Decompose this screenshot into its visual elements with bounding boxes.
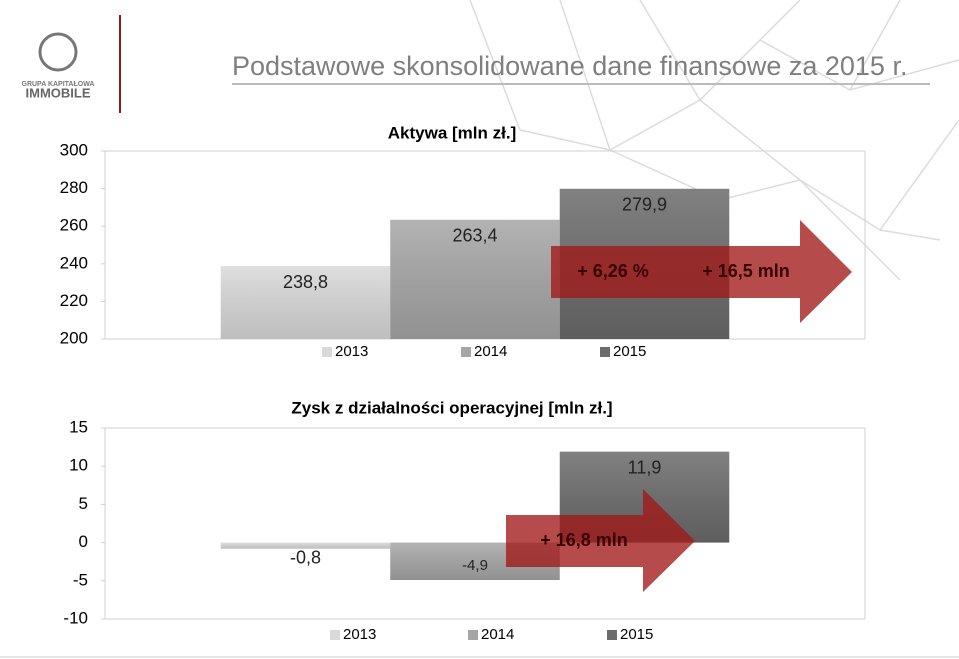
legend-swatch [468, 630, 478, 640]
y-tick-label: 260 [60, 216, 88, 235]
bar-sheen [390, 219, 560, 339]
annotation: + 6,26 % [577, 261, 649, 281]
value-label: -0,8 [290, 547, 321, 567]
legend-label: 2014 [481, 626, 514, 643]
chart-title: Zysk z działalności operacyjnej [mln zł.… [291, 398, 612, 417]
y-tick-label: 280 [60, 178, 88, 197]
chart-title: Aktywa [mln zł.] [388, 123, 516, 142]
legend-label: 2013 [343, 626, 376, 643]
legend-label: 2015 [620, 626, 653, 643]
logo: GRUPA KAPITAŁOWA IMMOBILE [22, 32, 95, 100]
logo-bottom: IMMOBILE [26, 85, 91, 100]
legend-label: 2015 [613, 343, 646, 360]
legend-swatch [607, 630, 617, 640]
background-network [469, 0, 959, 281]
legend-label: 2014 [474, 343, 507, 360]
y-tick-label: 0 [79, 532, 88, 551]
y-tick-label: 300 [60, 140, 88, 159]
y-tick-label: 240 [60, 253, 88, 272]
bar-sheen [220, 266, 391, 339]
legend-swatch [322, 347, 332, 357]
arrow [551, 220, 852, 323]
y-tick-label: -10 [63, 608, 88, 627]
y-tick-label: 5 [79, 494, 88, 513]
y-tick-label: 200 [60, 328, 88, 347]
annotation: + 16,5 mln [702, 261, 790, 281]
y-tick-label: 10 [69, 456, 88, 475]
legend-swatch [330, 630, 340, 640]
legend-swatch [600, 347, 610, 357]
y-tick-label: -5 [73, 570, 88, 589]
y-tick-label: 15 [69, 417, 88, 436]
arrow [506, 489, 695, 592]
slide-title: Podstawowe skonsolidowane dane finansowe… [232, 51, 907, 81]
bar-sheen [220, 542, 391, 549]
legend-swatch [461, 347, 471, 357]
value-label: 279,9 [622, 195, 667, 215]
y-tick-label: 220 [60, 291, 88, 310]
legend-label: 2013 [335, 343, 368, 360]
value-label: 11,9 [628, 457, 662, 477]
annotation: + 16,8 mln [540, 530, 628, 550]
value-label: 263,4 [452, 226, 497, 246]
value-label: -4,9 [462, 557, 488, 574]
value-label: 238,8 [283, 272, 328, 292]
logo-top: GRUPA KAPITAŁOWA [22, 81, 95, 88]
